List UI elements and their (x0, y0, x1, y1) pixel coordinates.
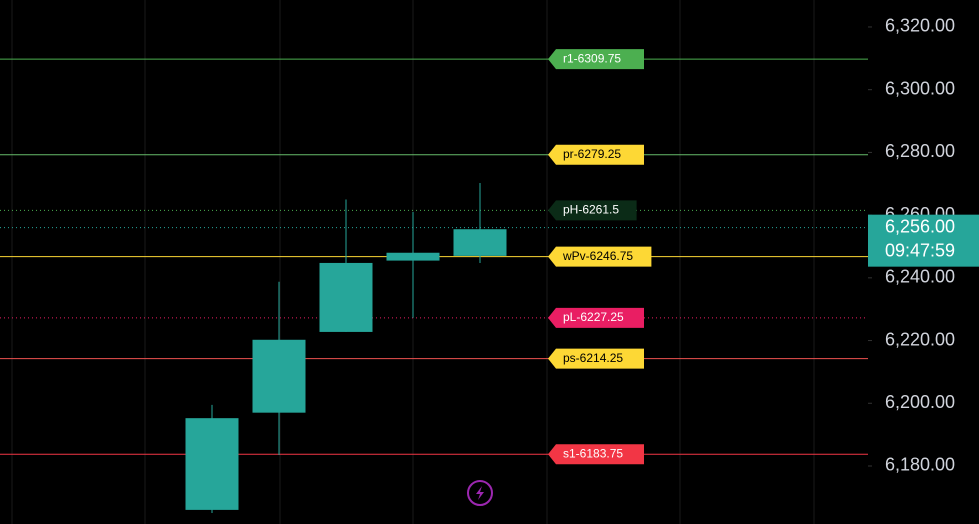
level-label: r1-6309.75 (563, 51, 621, 65)
bolt-icon[interactable] (467, 480, 493, 506)
y-tick-label: 6,220.00 (885, 329, 955, 349)
candle-body (185, 418, 239, 510)
level-label: ps-6214.25 (563, 351, 623, 365)
y-tick-label: 6,320.00 (885, 16, 955, 36)
candle-body (319, 262, 373, 332)
vertical-grid (11, 0, 815, 524)
y-tick-label: 6,240.00 (885, 267, 955, 287)
level-badge (548, 144, 644, 165)
level-badge (548, 246, 652, 267)
y-tick-label: 6,180.00 (885, 455, 955, 475)
candle-body (252, 339, 306, 413)
level-label: pL-6227.25 (563, 310, 624, 324)
level-badge (548, 49, 644, 70)
y-tick-label: 6,280.00 (885, 141, 955, 161)
level-label: pr-6279.25 (563, 147, 621, 161)
y-tick-label: 6,300.00 (885, 78, 955, 98)
icon-circle (467, 480, 493, 506)
price-label: 6,256.00 (885, 216, 955, 236)
level-badge (548, 307, 644, 328)
candle-body (386, 252, 440, 261)
price-badge (868, 214, 979, 267)
level-badge (548, 444, 644, 465)
level-label: s1-6183.75 (563, 446, 623, 460)
candle-body (453, 229, 507, 256)
level-label: wPv-6246.75 (562, 249, 633, 263)
y-tick-label: 6,200.00 (885, 392, 955, 412)
price-time: 09:47:59 (885, 240, 955, 260)
icon-bolt (476, 486, 484, 500)
level-label: pH-6261.5 (563, 203, 619, 217)
level-badge (548, 200, 637, 221)
level-badge (548, 348, 644, 369)
